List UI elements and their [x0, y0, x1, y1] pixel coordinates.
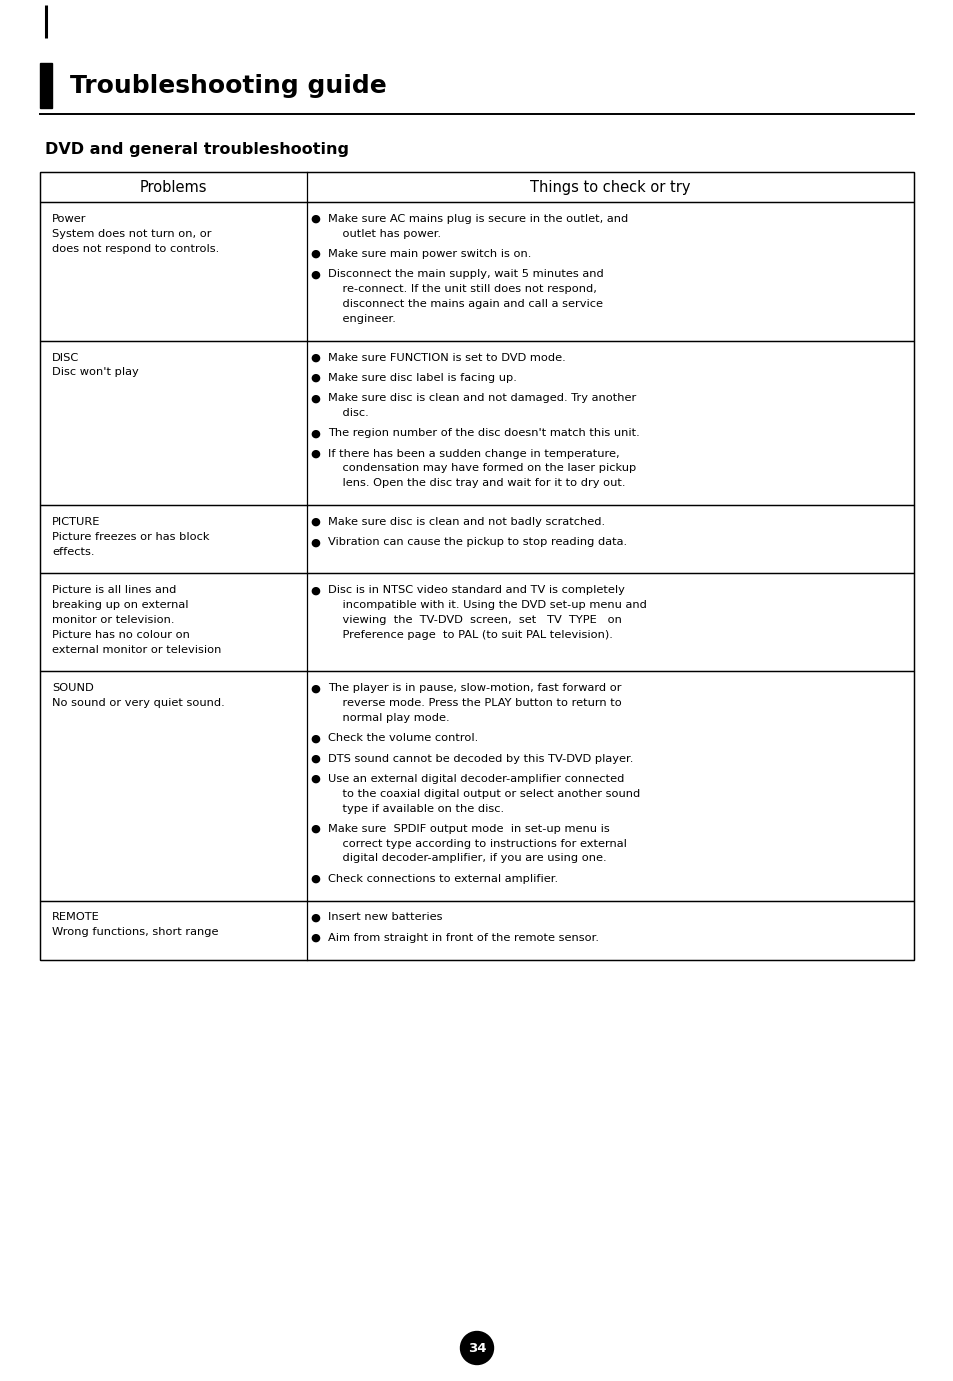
Text: Make sure AC mains plug is secure in the outlet, and: Make sure AC mains plug is secure in the…: [327, 214, 627, 224]
Text: PICTURE: PICTURE: [52, 516, 100, 528]
Text: engineer.: engineer.: [327, 313, 395, 323]
Text: Vibration can cause the pickup to stop reading data.: Vibration can cause the pickup to stop r…: [327, 537, 626, 547]
Text: Picture is all lines and: Picture is all lines and: [52, 586, 176, 595]
Text: Picture freezes or has block: Picture freezes or has block: [52, 532, 210, 541]
Text: disc.: disc.: [327, 407, 368, 418]
Text: lens. Open the disc tray and wait for it to dry out.: lens. Open the disc tray and wait for it…: [327, 478, 624, 489]
Text: ●: ●: [311, 352, 320, 363]
Text: reverse mode. Press the PLAY button to return to: reverse mode. Press the PLAY button to r…: [327, 699, 620, 708]
Text: Power: Power: [52, 214, 87, 224]
Text: System does not turn on, or: System does not turn on, or: [52, 229, 212, 239]
Text: Make sure disc is clean and not damaged. Try another: Make sure disc is clean and not damaged.…: [327, 394, 635, 403]
Text: disconnect the mains again and call a service: disconnect the mains again and call a se…: [327, 300, 602, 309]
Text: breaking up on external: breaking up on external: [52, 601, 189, 610]
Text: Preference page  to PAL (to suit PAL television).: Preference page to PAL (to suit PAL tele…: [327, 630, 612, 639]
Bar: [40, 900, 913, 960]
Text: ●: ●: [311, 537, 320, 547]
Text: to the coaxial digital output or select another sound: to the coaxial digital output or select …: [327, 789, 639, 798]
Text: No sound or very quiet sound.: No sound or very quiet sound.: [52, 699, 225, 708]
Text: Make sure disc is clean and not badly scratched.: Make sure disc is clean and not badly sc…: [327, 516, 604, 528]
Text: does not respond to controls.: does not respond to controls.: [52, 243, 219, 254]
Text: ●: ●: [311, 449, 320, 458]
Text: ●: ●: [311, 249, 320, 260]
Text: 34: 34: [467, 1341, 486, 1355]
Text: REMOTE: REMOTE: [52, 913, 100, 923]
Text: normal play mode.: normal play mode.: [327, 713, 449, 724]
Circle shape: [460, 1331, 493, 1364]
Text: external monitor or television: external monitor or television: [52, 645, 221, 655]
Text: ●: ●: [311, 394, 320, 403]
Text: incompatible with it. Using the DVD set-up menu and: incompatible with it. Using the DVD set-…: [327, 601, 646, 610]
Text: Make sure FUNCTION is set to DVD mode.: Make sure FUNCTION is set to DVD mode.: [327, 352, 565, 363]
Text: Disconnect the main supply, wait 5 minutes and: Disconnect the main supply, wait 5 minut…: [327, 269, 602, 279]
Bar: [40, 64, 51, 108]
Text: DTS sound cannot be decoded by this TV-DVD player.: DTS sound cannot be decoded by this TV-D…: [327, 754, 632, 764]
Text: correct type according to instructions for external: correct type according to instructions f…: [327, 838, 626, 848]
Text: The region number of the disc doesn't match this unit.: The region number of the disc doesn't ma…: [327, 428, 639, 438]
Text: Make sure main power switch is on.: Make sure main power switch is on.: [327, 249, 531, 260]
Text: Picture has no colour on: Picture has no colour on: [52, 630, 190, 639]
Text: Make sure  SPDIF output mode  in set-up menu is: Make sure SPDIF output mode in set-up me…: [327, 824, 609, 834]
Text: Check connections to external amplifier.: Check connections to external amplifier.: [327, 874, 558, 884]
Text: effects.: effects.: [52, 547, 94, 557]
Bar: [40, 173, 913, 202]
Text: Make sure disc label is facing up.: Make sure disc label is facing up.: [327, 373, 516, 383]
Text: ●: ●: [311, 269, 320, 279]
Text: re-connect. If the unit still does not respond,: re-connect. If the unit still does not r…: [327, 284, 596, 294]
Text: ●: ●: [311, 373, 320, 383]
Text: DVD and general troubleshooting: DVD and general troubleshooting: [45, 142, 349, 157]
Text: ●: ●: [311, 773, 320, 784]
Text: ●: ●: [311, 586, 320, 595]
Text: Check the volume control.: Check the volume control.: [327, 733, 477, 743]
Bar: [40, 671, 913, 900]
Text: ●: ●: [311, 754, 320, 764]
Text: ●: ●: [311, 824, 320, 834]
Text: SOUND: SOUND: [52, 684, 93, 693]
Text: ●: ●: [311, 428, 320, 438]
Text: monitor or television.: monitor or television.: [52, 615, 174, 626]
Bar: [40, 341, 913, 505]
Text: Aim from straight in front of the remote sensor.: Aim from straight in front of the remote…: [327, 932, 598, 943]
Text: Disc won't play: Disc won't play: [52, 367, 138, 377]
Text: condensation may have formed on the laser pickup: condensation may have formed on the lase…: [327, 464, 635, 474]
Text: Use an external digital decoder-amplifier connected: Use an external digital decoder-amplifie…: [327, 773, 623, 784]
Bar: [40, 505, 913, 573]
Text: DISC: DISC: [52, 352, 79, 363]
Text: Troubleshooting guide: Troubleshooting guide: [70, 73, 386, 98]
Text: If there has been a sudden change in temperature,: If there has been a sudden change in tem…: [327, 449, 618, 458]
Bar: [40, 202, 913, 341]
Text: ●: ●: [311, 684, 320, 693]
Text: ●: ●: [311, 913, 320, 923]
Text: ●: ●: [311, 874, 320, 884]
Text: ●: ●: [311, 932, 320, 943]
Text: ●: ●: [311, 516, 320, 528]
Text: Insert new batteries: Insert new batteries: [327, 913, 441, 923]
Text: viewing  the  TV-DVD  screen,  set   TV  TYPE   on: viewing the TV-DVD screen, set TV TYPE o…: [327, 615, 620, 626]
Text: digital decoder-amplifier, if you are using one.: digital decoder-amplifier, if you are us…: [327, 853, 605, 863]
Text: Wrong functions, short range: Wrong functions, short range: [52, 927, 218, 938]
Text: ●: ●: [311, 214, 320, 224]
Text: Disc is in NTSC video standard and TV is completely: Disc is in NTSC video standard and TV is…: [327, 586, 624, 595]
Text: Problems: Problems: [139, 180, 207, 195]
Bar: [40, 173, 913, 960]
Text: outlet has power.: outlet has power.: [327, 229, 440, 239]
Bar: [40, 573, 913, 671]
Text: ●: ●: [311, 733, 320, 743]
Text: Things to check or try: Things to check or try: [530, 180, 690, 195]
Text: The player is in pause, slow-motion, fast forward or: The player is in pause, slow-motion, fas…: [327, 684, 620, 693]
Text: type if available on the disc.: type if available on the disc.: [327, 804, 503, 813]
